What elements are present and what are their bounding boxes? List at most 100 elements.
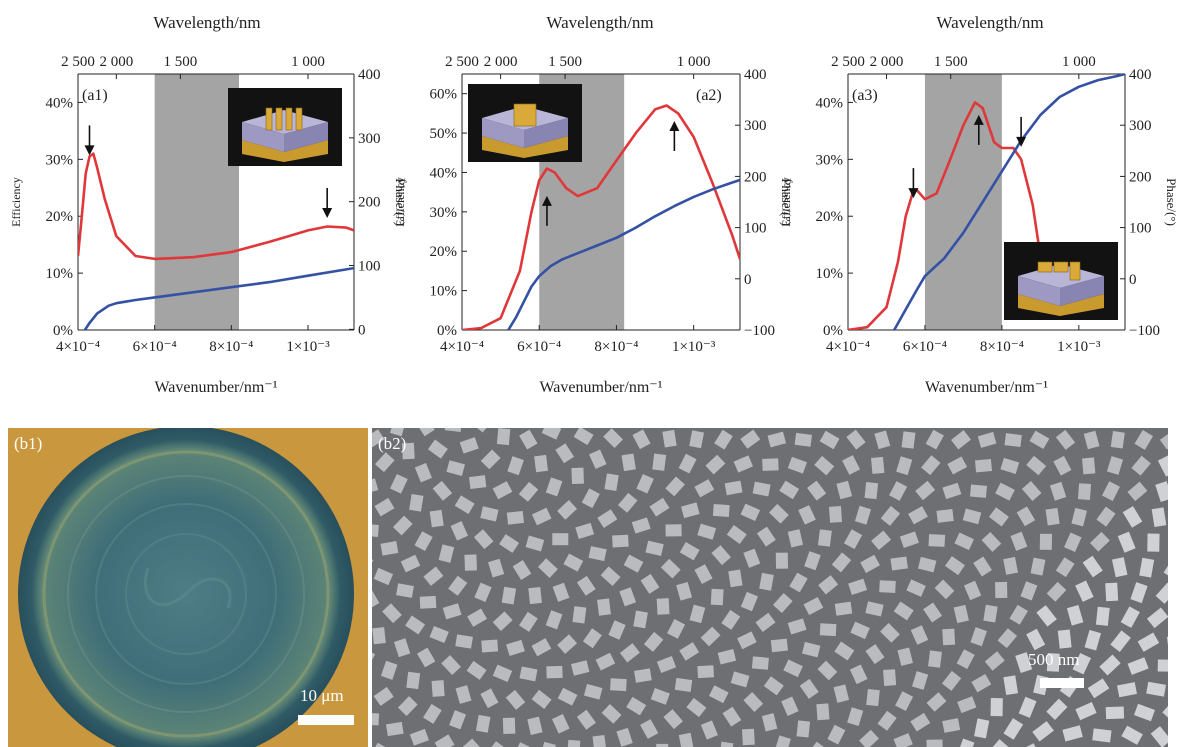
nano-antenna — [719, 741, 734, 747]
nano-antenna — [650, 688, 670, 705]
nano-antenna — [531, 689, 552, 710]
nano-antenna — [448, 575, 468, 596]
nano-antenna — [834, 601, 853, 616]
nano-antenna — [956, 738, 975, 747]
y-tick-label: 40% — [430, 165, 458, 181]
nano-antenna — [1146, 681, 1167, 697]
top-x-tick-label: 1 500 — [548, 54, 582, 70]
nano-antenna — [604, 473, 619, 492]
nano-antenna — [761, 713, 778, 732]
nano-antenna — [803, 597, 824, 616]
y-tick-label: 20% — [816, 209, 844, 225]
nano-antenna — [827, 724, 846, 745]
nano-antenna — [588, 546, 607, 562]
nano-antenna — [1082, 457, 1096, 475]
nano-antenna — [1066, 604, 1084, 626]
nano-antenna — [626, 696, 647, 716]
y-tick-label: 20% — [430, 244, 458, 260]
nano-antenna — [883, 669, 897, 686]
nano-antenna — [1087, 678, 1110, 699]
nano-antenna — [555, 443, 575, 464]
top-x-tick-label: 1 000 — [1062, 54, 1096, 70]
nano-antenna — [372, 589, 380, 610]
nano-antenna — [789, 572, 808, 593]
nano-antenna — [694, 564, 713, 584]
top-x-tick-label: 2 500 — [445, 54, 479, 70]
nano-antenna — [583, 683, 603, 700]
y2-tick-label: 400 — [744, 67, 767, 83]
nano-antenna — [423, 566, 444, 586]
panel-label-a1: (a1) — [82, 87, 108, 104]
nano-antenna — [796, 720, 811, 738]
nano-antenna — [973, 556, 992, 577]
nano-antenna — [382, 603, 402, 624]
nano-antenna — [537, 558, 558, 578]
nano-antenna — [733, 455, 754, 473]
nano-antenna — [652, 453, 667, 471]
nano-antenna — [700, 720, 718, 740]
optical-micrograph-image — [8, 428, 368, 747]
nano-antenna — [865, 644, 885, 665]
nano-antenna — [987, 739, 1009, 747]
nano-antenna — [1139, 557, 1155, 578]
scale-bar-b1 — [298, 715, 354, 725]
nano-antenna — [912, 671, 929, 690]
nano-antenna — [804, 551, 821, 571]
nano-antenna — [957, 696, 977, 714]
nano-antenna — [1137, 632, 1160, 652]
y-tick-label: 30% — [816, 152, 844, 168]
nano-antenna — [617, 492, 638, 513]
nano-antenna — [970, 484, 987, 498]
panel-label-a2: (a2) — [696, 87, 722, 104]
nano-antenna — [469, 475, 487, 490]
nano-antenna — [755, 612, 776, 633]
metal-antenna — [513, 103, 537, 127]
nano-antenna — [908, 506, 928, 525]
nano-antenna — [945, 556, 965, 576]
nano-antenna — [540, 741, 556, 747]
nano-antenna — [563, 553, 584, 572]
nano-antenna — [1105, 706, 1125, 720]
nano-antenna — [1083, 430, 1100, 450]
nano-antenna — [518, 481, 539, 502]
y2-tick-label: 400 — [358, 67, 381, 83]
nano-antenna — [665, 524, 682, 537]
nano-antenna — [552, 533, 569, 546]
top-x-tick-label: 1 000 — [291, 54, 325, 70]
nano-antenna — [741, 728, 755, 746]
y-tick-label: 0% — [823, 323, 843, 339]
metal-antenna — [1053, 261, 1069, 273]
arrow-marker-down — [84, 125, 95, 156]
x-tick-label: 6×10⁻⁴ — [903, 339, 947, 355]
y2-tick-label: 200 — [744, 169, 767, 185]
nano-antenna — [665, 476, 685, 497]
nano-antenna — [531, 638, 552, 657]
nano-antenna — [572, 606, 587, 624]
nano-antenna — [763, 676, 784, 696]
y-axis-title: Efficiency — [9, 177, 23, 227]
nano-antenna — [528, 587, 542, 605]
nano-antenna — [1055, 429, 1076, 450]
sem-micrograph-image — [372, 428, 1168, 747]
nano-antenna — [974, 718, 990, 739]
nano-antenna — [372, 429, 385, 449]
nano-antenna — [1133, 703, 1156, 722]
nano-antenna — [956, 649, 975, 669]
nano-antenna — [942, 628, 956, 646]
nano-antenna — [401, 442, 415, 460]
nano-antenna — [1015, 652, 1033, 674]
top-x-tick-label: 2 000 — [99, 54, 133, 70]
nano-antenna — [689, 430, 705, 449]
top-x-axis-title: Wavelength/nm — [546, 13, 653, 32]
nano-antenna — [814, 455, 835, 476]
efficiency-phase-charts: 4×10⁻⁴ 6×10⁻⁴ 8×10⁻⁴ 1×10⁻³2 500 2 000 1 500 1… — [9, 13, 1179, 396]
nano-antenna — [446, 460, 465, 476]
nano-antenna — [415, 428, 435, 437]
nano-antenna — [601, 704, 622, 724]
nano-antenna — [1039, 533, 1053, 550]
nano-antenna — [573, 428, 594, 446]
structure-inset-a1 — [228, 88, 342, 166]
nano-antenna — [442, 603, 462, 620]
x-tick-label: 1×10⁻³ — [672, 339, 716, 355]
nano-antenna — [1018, 696, 1037, 718]
